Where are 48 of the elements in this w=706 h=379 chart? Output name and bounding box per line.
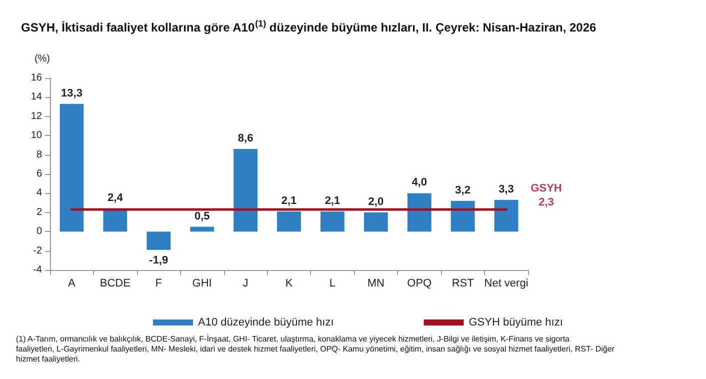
x-tick-label: OPQ	[407, 278, 432, 290]
y-tick-label: 6	[36, 168, 42, 180]
y-tick-label: 10	[30, 130, 42, 142]
data-label: 2,4	[108, 192, 124, 204]
x-tick-label: BCDE	[100, 278, 130, 290]
data-label: -1,9	[149, 254, 168, 266]
bar	[146, 232, 171, 250]
bar	[494, 200, 518, 232]
bar	[277, 211, 301, 232]
bar	[320, 211, 344, 232]
data-label: 13,3	[61, 87, 82, 100]
bar	[190, 226, 214, 232]
y-tick-label: 12	[30, 110, 42, 122]
y-axis-title: (%)	[34, 54, 50, 64]
data-label: 0,5	[194, 210, 210, 222]
x-tick-label: K	[285, 278, 294, 290]
bar	[60, 104, 84, 232]
bar	[450, 200, 475, 232]
y-tick-label: 2	[36, 206, 42, 218]
legend-label: A10 düzeyinde büyüme hızı	[198, 316, 334, 328]
data-label: 2,0	[368, 196, 384, 208]
x-tick-label: L	[329, 278, 336, 290]
data-label: 2,1	[281, 194, 297, 207]
data-label: 8,6	[238, 132, 254, 145]
y-tick-label: 0	[36, 226, 42, 238]
x-tick-label: RST	[452, 278, 474, 290]
data-label: 4,0	[412, 176, 428, 189]
bar	[407, 193, 432, 232]
y-tick-label: 14	[30, 92, 42, 103]
data-label: 3,2	[455, 184, 470, 196]
data-label: 2,1	[324, 194, 340, 207]
bar	[234, 149, 258, 232]
y-tick-label: -4	[33, 264, 42, 276]
annotation: GSYH 2,3	[530, 182, 562, 209]
x-tick-label: F	[155, 278, 162, 290]
x-tick-label: J	[242, 278, 248, 290]
x-tick-label: Net vergi	[484, 278, 528, 290]
x-tick-label: A	[68, 278, 76, 290]
y-tick-label: 4	[36, 188, 42, 199]
x-tick-label: MN	[367, 278, 385, 290]
data-label: 3,3	[498, 183, 514, 196]
bar	[364, 212, 388, 232]
y-tick-label: 8	[36, 149, 42, 160]
x-tick-label: GHI	[192, 278, 212, 290]
legend-label: GSYH büyüme hızı	[468, 316, 563, 328]
text: (1) A-Tarım, ormancılık ve balıkçılık, BCDE-Sanayi, F-İnşaat, GHI- Ticaret, ulaştırma, konaklama ve yiyecek hizmetleri, J-Bilgi ve iletişim, K-Finans ve sigorta faaliyetleri, L-Gayrimenkul faaliyetleri, MN- Mesleki, idari ve destek hizmet faaliyetleri, OPQ- Kamu yönetimi, eğitim, insan sağlığı ve sosyal hizmet faaliyetleri, RST- Diğer hizmet faaliyetleri.	[16, 334, 617, 364]
y-tick-label: -2	[33, 245, 42, 256]
y-tick-label: 16	[30, 72, 42, 84]
